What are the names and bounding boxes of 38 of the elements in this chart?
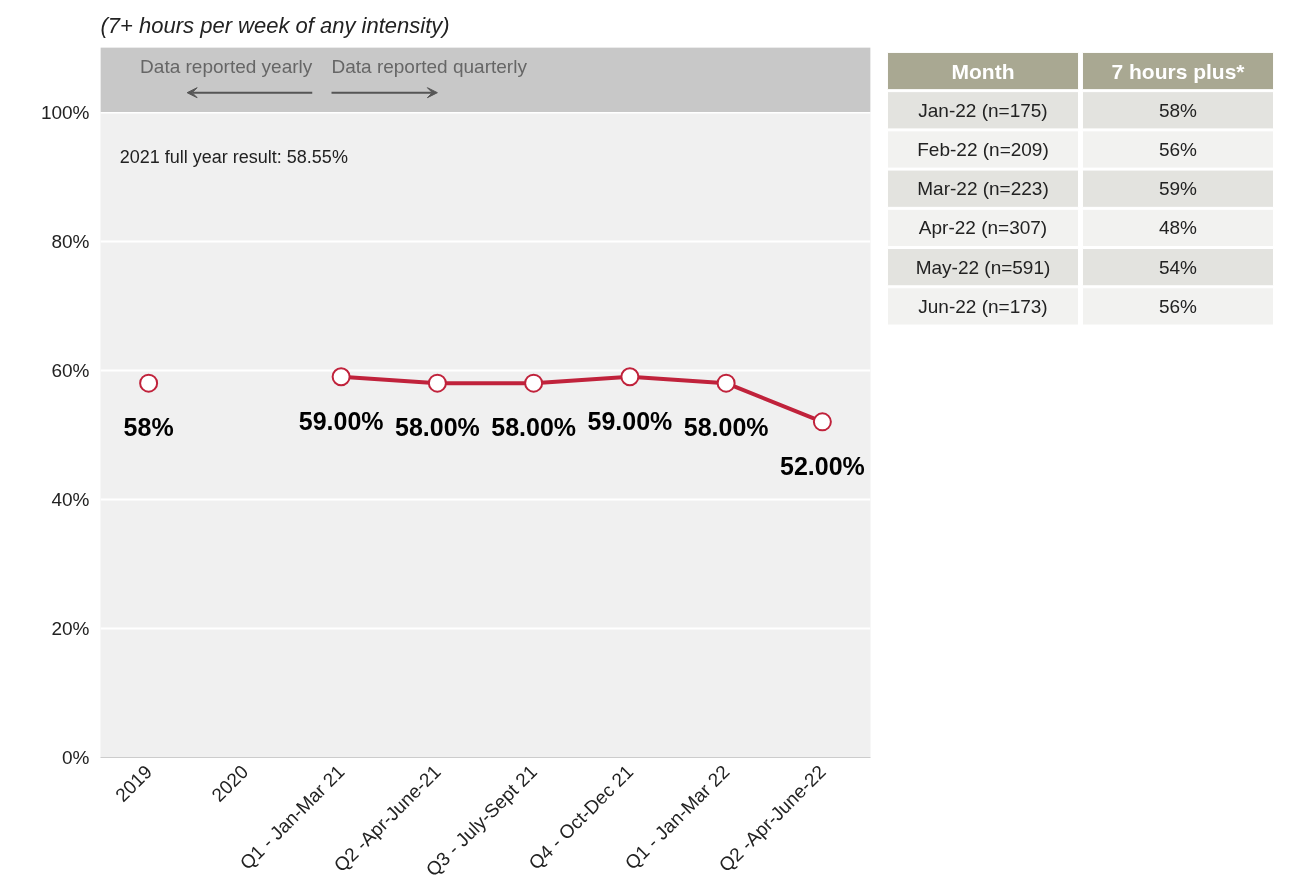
y-tick-label: 20% [51,617,90,639]
annotation: Data reported yearly [140,56,313,78]
data-label: 59.00% [298,406,384,435]
text: 56% [1158,295,1198,317]
chart-title: (7+ hours per week of any intensity) [100,12,450,38]
text: 48% [1158,217,1198,239]
text: 54% [1158,256,1198,278]
y-tick-label: 40% [51,488,90,510]
data-label: 59.00% [587,406,673,435]
data-label: 58.00% [683,413,769,442]
category-label: Feb-22 (n=209) [917,138,1049,160]
data-label: 52.00% [779,451,865,480]
text: 7 hours plus* [1111,59,1246,83]
data-label: 58.00% [394,413,480,442]
annotation: 2021 full year result: 58.55% [119,147,348,168]
y-tick-label: 80% [51,230,90,252]
category-label: May-22 (n=591) [915,256,1051,278]
point [524,373,544,393]
category-label: Jun-22 (n=173) [918,295,1048,317]
text: 56% [1158,138,1198,160]
y-tick-label: 100% [40,101,90,123]
category-label: Jan-22 (n=175) [918,99,1048,121]
point [620,367,640,387]
category-label: Apr-22 (n=307) [918,217,1048,239]
data-label: 58% [123,413,174,442]
data-label: 58.00% [491,413,577,442]
text: 59% [1158,178,1198,200]
y-tick-label: 0% [62,747,90,768]
point [139,373,159,393]
y-tick-label: 60% [51,359,90,381]
text: 58% [1158,99,1198,121]
category-label: Mar-22 (n=223) [917,178,1049,200]
point [427,373,447,393]
point [716,373,736,393]
annotation: Data reported quarterly [331,56,528,78]
point [812,412,832,432]
text: Month [951,59,1015,83]
point [331,367,351,387]
